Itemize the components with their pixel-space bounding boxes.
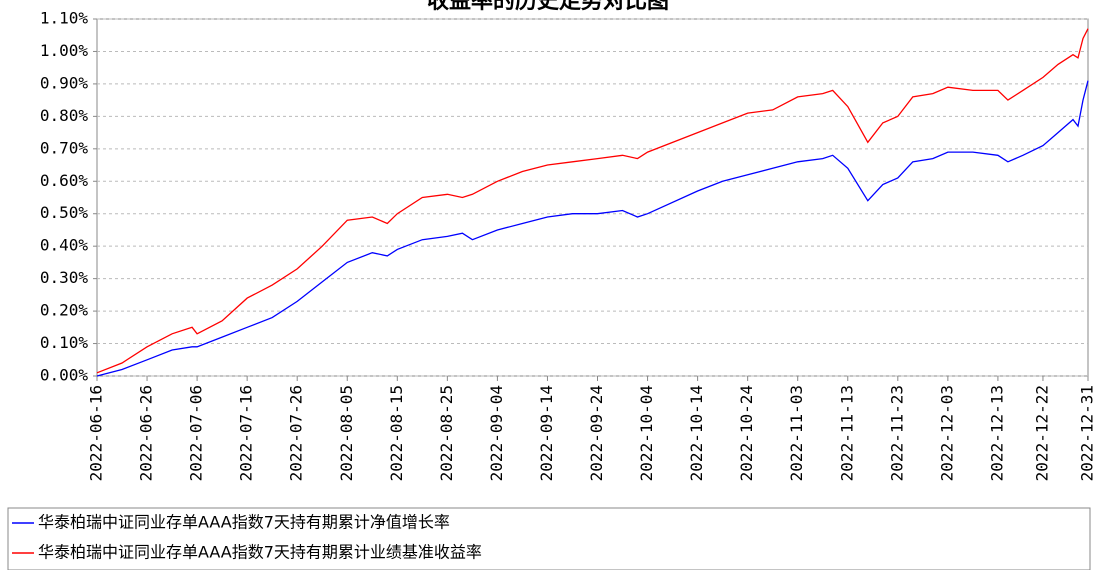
x-tick-label: 2022-06-26	[137, 385, 156, 481]
x-tick-label: 2022-11-13	[837, 385, 856, 481]
x-tick-label: 2022-11-03	[787, 385, 806, 481]
y-tick-label: 0.20%	[40, 301, 89, 320]
x-tick-label: 2022-10-04	[637, 385, 656, 481]
x-tick-label: 2022-09-14	[537, 385, 556, 481]
x-tick-label: 2022-08-05	[337, 385, 356, 481]
x-tick-label: 2022-12-22	[1032, 385, 1051, 481]
y-tick-label: 0.70%	[40, 138, 89, 157]
x-tick-label: 2022-10-24	[737, 385, 756, 481]
x-tick-label: 2022-09-04	[487, 385, 506, 481]
x-tick-label: 2022-09-24	[587, 385, 606, 481]
y-tick-label: 0.00%	[40, 366, 89, 385]
x-tick-label: 2022-11-23	[887, 385, 906, 481]
y-tick-label: 0.90%	[40, 73, 89, 92]
series-line	[96, 80, 1089, 377]
legend-box	[7, 507, 1091, 570]
x-tick-label: 2022-10-14	[687, 385, 706, 481]
x-tick-label: 2022-06-16	[87, 385, 106, 481]
y-tick-label: 1.00%	[40, 41, 89, 60]
plot-frame	[96, 18, 1089, 377]
y-tick-label: 0.40%	[40, 236, 89, 255]
legend-label: 华泰柏瑞中证同业存单AAA指数7天持有期累计业绩基准收益率	[38, 543, 482, 562]
x-tick-label: 2022-12-31	[1078, 385, 1097, 481]
y-tick-label: 0.80%	[40, 106, 89, 125]
y-tick-label: 0.60%	[40, 171, 89, 190]
y-tick-label: 1.10%	[40, 9, 89, 28]
y-tick-label: 0.10%	[40, 333, 89, 352]
x-tick-label: 2022-07-16	[237, 385, 256, 481]
x-tick-label: 2022-12-03	[937, 385, 956, 481]
x-tick-label: 2022-07-26	[287, 385, 306, 481]
series-line	[96, 28, 1089, 374]
legend-label: 华泰柏瑞中证同业存单AAA指数7天持有期累计净值增长率	[38, 513, 450, 532]
y-tick-label: 0.50%	[40, 203, 89, 222]
x-tick-label: 2022-08-15	[387, 385, 406, 481]
x-tick-label: 2022-08-25	[437, 385, 456, 481]
x-tick-label: 2022-07-06	[187, 385, 206, 481]
x-tick-label: 2022-12-13	[987, 385, 1006, 481]
chart-title: 收益率的历史走势对比图	[427, 0, 669, 14]
y-tick-label: 0.30%	[40, 268, 89, 287]
